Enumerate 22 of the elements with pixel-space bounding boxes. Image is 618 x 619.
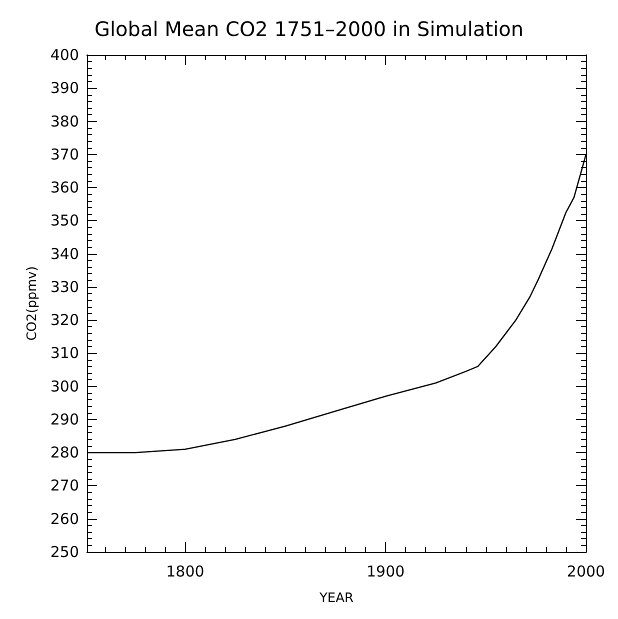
y-tick-label: 400 [50,46,79,64]
x-tick-label: 2000 [566,562,606,580]
y-tick-label: 320 [50,311,79,330]
y-tick-label: 340 [50,244,79,263]
y-tick-label: 380 [50,112,79,130]
y-tick-label: 390 [50,79,79,98]
x-tick-label: 1900 [366,562,405,580]
chart-title: Global Mean CO2 1751–2000 in Simulation [94,17,524,41]
x-axis-title: YEAR [318,591,354,606]
y-tick-label: 350 [50,212,79,230]
y-tick-label: 260 [50,510,79,528]
x-tick-label: 1800 [166,562,204,580]
y-tick-label: 270 [50,476,79,495]
y-tick-label: 360 [50,178,79,197]
y-tick-label: 370 [50,145,79,164]
y-tick-label: 280 [50,444,79,462]
y-tick-label: 330 [50,278,79,296]
y-tick-label: 300 [50,377,79,396]
y-tick-label: 310 [50,344,79,362]
y-tick-label: 250 [50,543,79,561]
y-axis-title: CO2(ppmv) [25,266,40,341]
y-tick-label: 290 [50,410,79,428]
